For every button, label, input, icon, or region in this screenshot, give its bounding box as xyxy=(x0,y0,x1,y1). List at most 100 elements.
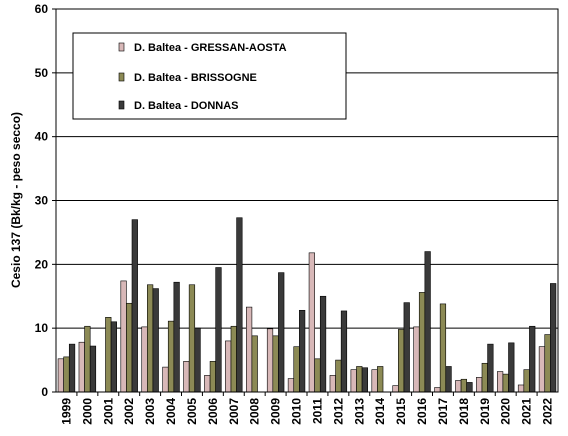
bar xyxy=(377,366,384,393)
bar xyxy=(78,341,85,393)
bar xyxy=(487,343,494,393)
bar xyxy=(188,284,196,393)
bar xyxy=(183,361,190,393)
bar xyxy=(350,369,357,393)
legend-box xyxy=(72,32,347,120)
bar xyxy=(398,329,405,393)
bar xyxy=(152,288,159,393)
y-axis-title: Cesio 137 (Bk/kg - peso secco) xyxy=(9,112,23,288)
bar xyxy=(120,280,127,393)
bar xyxy=(272,335,279,393)
bars xyxy=(57,217,557,393)
x-tick-label: 2012 xyxy=(331,398,345,425)
bar xyxy=(529,325,536,393)
bar xyxy=(361,367,368,393)
bar xyxy=(445,366,452,393)
bar xyxy=(508,342,515,393)
x-tick-label: 2001 xyxy=(101,398,115,425)
bar xyxy=(278,272,285,393)
bar xyxy=(57,358,64,393)
x-tick-label: 2018 xyxy=(457,398,471,425)
bar xyxy=(236,217,243,393)
bar xyxy=(403,302,410,393)
x-tick-label: 2000 xyxy=(80,398,94,425)
bar xyxy=(314,358,321,393)
bar xyxy=(141,326,148,393)
bar xyxy=(209,361,216,393)
bar xyxy=(335,359,342,393)
bar xyxy=(538,346,546,393)
bar xyxy=(418,292,426,393)
bar xyxy=(476,377,483,393)
bar xyxy=(550,283,557,393)
y-tick-label: 30 xyxy=(35,194,49,208)
y-tick-label: 40 xyxy=(35,130,49,144)
legend: D. Baltea - GRESSAN-AOSTA D. Baltea - BRI… xyxy=(72,32,347,120)
x-tick-label: 2002 xyxy=(122,398,136,425)
x-tick-label: 2003 xyxy=(143,398,157,425)
bar xyxy=(215,267,222,393)
x-tick-label: 2013 xyxy=(352,398,366,425)
bar xyxy=(89,345,97,393)
bar xyxy=(502,373,509,393)
bar xyxy=(466,382,473,393)
bar xyxy=(517,384,525,393)
bar xyxy=(371,369,378,393)
bar xyxy=(147,284,154,393)
bar xyxy=(131,219,138,393)
bar xyxy=(497,371,504,393)
bar xyxy=(392,385,399,393)
bar xyxy=(523,369,530,393)
x-tick-label: 2021 xyxy=(520,398,534,425)
bar xyxy=(544,334,551,393)
x-tick-label: 2019 xyxy=(478,398,492,425)
bar xyxy=(84,325,91,393)
x-tick-label: 2006 xyxy=(206,398,220,425)
bar xyxy=(340,310,348,393)
x-tick-label: 2020 xyxy=(499,398,513,425)
legend-entry: D. Baltea - GRESSAN-AOSTA xyxy=(134,42,287,54)
legend-entry: D. Baltea - BRISSOGNE xyxy=(134,72,257,84)
bar xyxy=(126,302,133,393)
x-tick-label: 2010 xyxy=(290,398,304,425)
bar xyxy=(63,356,70,393)
y-tick-label: 60 xyxy=(35,2,49,16)
x-tick-label: 2017 xyxy=(436,398,450,425)
bar xyxy=(251,335,258,393)
legend-entry: D. Baltea - DONNAS xyxy=(134,100,239,112)
bar xyxy=(329,375,336,393)
bar xyxy=(439,303,447,393)
bar xyxy=(204,375,211,393)
y-tick-label: 20 xyxy=(35,257,49,271)
bar xyxy=(481,362,488,393)
bar xyxy=(162,366,169,393)
bar xyxy=(424,251,431,393)
x-tick-label: 2022 xyxy=(541,398,555,425)
bar xyxy=(308,252,315,393)
x-tick-label: 2007 xyxy=(227,398,241,425)
bar xyxy=(230,325,237,393)
bar xyxy=(167,320,175,393)
bar xyxy=(110,321,117,393)
bar xyxy=(173,281,180,393)
bar xyxy=(266,328,274,393)
bar xyxy=(225,340,232,393)
bar xyxy=(287,378,295,393)
legend-swatch xyxy=(118,72,125,82)
bar xyxy=(356,366,363,393)
x-axis-ticks: 1999 2000 2001 2002 2003 2004 2005 2006 2007 2008… xyxy=(59,392,555,425)
x-tick-label: 2015 xyxy=(394,398,408,425)
bar xyxy=(319,295,327,393)
bar xyxy=(460,378,467,393)
legend-swatch xyxy=(118,100,125,110)
y-axis-ticks: 0 10 20 30 40 50 60 xyxy=(35,2,56,399)
bar xyxy=(413,326,420,393)
x-tick-label: 2016 xyxy=(415,398,429,425)
y-tick-label: 50 xyxy=(35,66,49,80)
bar xyxy=(455,380,462,393)
x-tick-label: 2014 xyxy=(373,398,387,425)
bar xyxy=(299,309,306,393)
bar xyxy=(68,343,76,393)
bar xyxy=(434,387,441,393)
